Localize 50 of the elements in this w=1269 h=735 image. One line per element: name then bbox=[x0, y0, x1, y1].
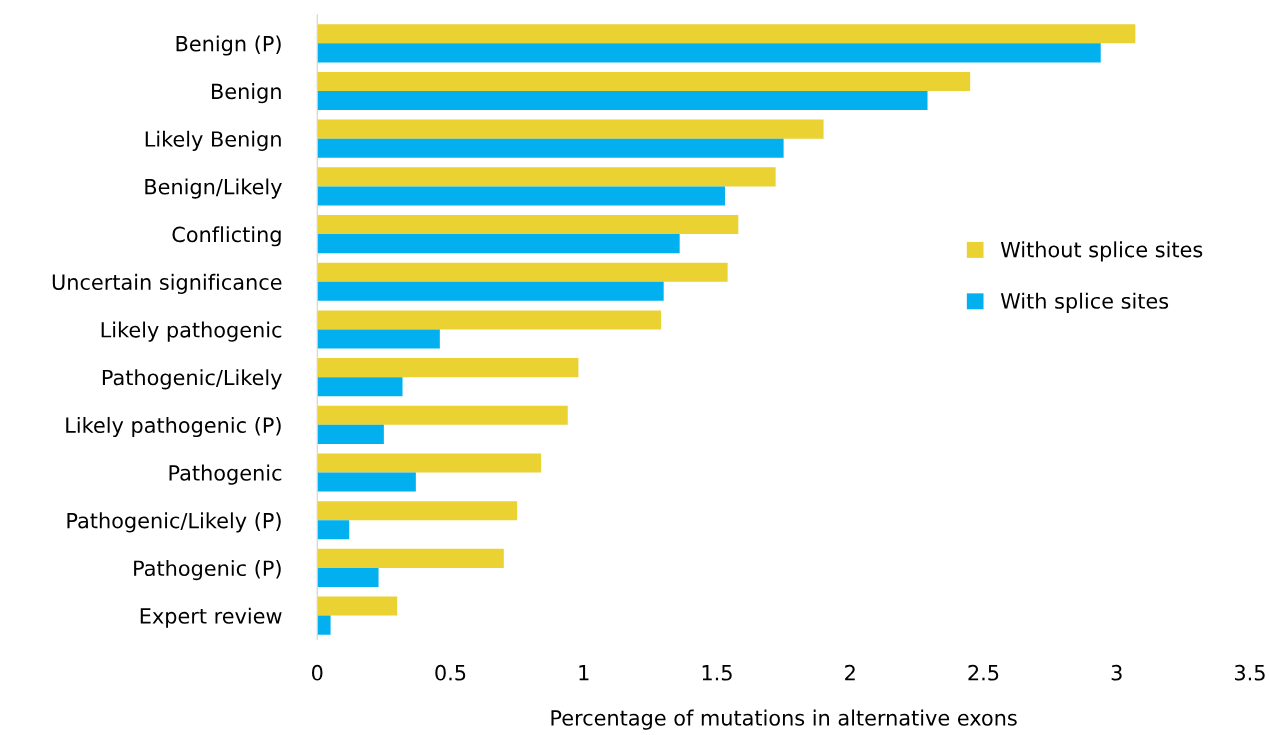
y-tick-label: Pathogenic bbox=[169, 464, 282, 485]
x-axis-title: Percentage of mutations in alternative exons bbox=[551, 709, 1017, 730]
bar bbox=[317, 215, 739, 235]
x-tick-label: 3.5 bbox=[1234, 664, 1265, 681]
bar bbox=[317, 377, 403, 397]
bar bbox=[317, 596, 398, 616]
y-tick-label: Likely Benign bbox=[145, 130, 281, 151]
y-tick-label: Likely pathogenic bbox=[101, 321, 282, 342]
y-tick-label: Pathogenic/Likely (P) bbox=[67, 512, 281, 533]
bar bbox=[317, 43, 1101, 63]
y-tick-label: Benign (P) bbox=[176, 35, 281, 56]
bar bbox=[317, 167, 776, 187]
y-tick-label: Benign bbox=[212, 83, 281, 104]
bar bbox=[317, 548, 504, 568]
bar bbox=[317, 186, 725, 206]
bar bbox=[317, 71, 971, 92]
y-tick-label: Pathogenic (P) bbox=[134, 560, 281, 581]
y-tick-label: Expert review bbox=[140, 607, 282, 628]
legend-label: Without splice sites bbox=[1000, 241, 1203, 262]
bar bbox=[317, 424, 384, 444]
x-tick-label: 2.5 bbox=[968, 664, 999, 681]
y-tick-label: Benign/Likely bbox=[145, 178, 282, 199]
bar bbox=[317, 310, 662, 330]
bar bbox=[317, 329, 440, 349]
bar bbox=[317, 358, 579, 378]
bar bbox=[317, 281, 664, 301]
bar bbox=[317, 472, 416, 492]
x-tick-label: 1 bbox=[579, 665, 589, 681]
x-tick-label: 0 bbox=[312, 664, 323, 681]
bar bbox=[317, 453, 542, 473]
bar bbox=[317, 119, 824, 139]
bar bbox=[317, 567, 379, 587]
bar bbox=[317, 234, 680, 254]
x-tick-label: 3 bbox=[1111, 664, 1122, 681]
legend-label: With splice sites bbox=[1000, 292, 1169, 313]
bar bbox=[317, 405, 568, 425]
x-tick-label: 0.5 bbox=[435, 664, 466, 681]
bar bbox=[317, 24, 1136, 44]
x-tick-label: 1.5 bbox=[702, 665, 732, 681]
x-tick-label: 2 bbox=[845, 664, 855, 681]
bar bbox=[317, 91, 928, 111]
bar bbox=[317, 501, 518, 521]
y-tick-label: Uncertain significance bbox=[52, 273, 282, 295]
y-tick-label: Conflicting bbox=[172, 226, 281, 247]
y-tick-label: Pathogenic/Likely bbox=[102, 369, 282, 390]
y-tick-label: Likely pathogenic (P) bbox=[66, 416, 281, 438]
bar bbox=[317, 520, 350, 540]
bar bbox=[317, 138, 784, 158]
bar bbox=[317, 615, 331, 635]
bar bbox=[317, 262, 728, 282]
